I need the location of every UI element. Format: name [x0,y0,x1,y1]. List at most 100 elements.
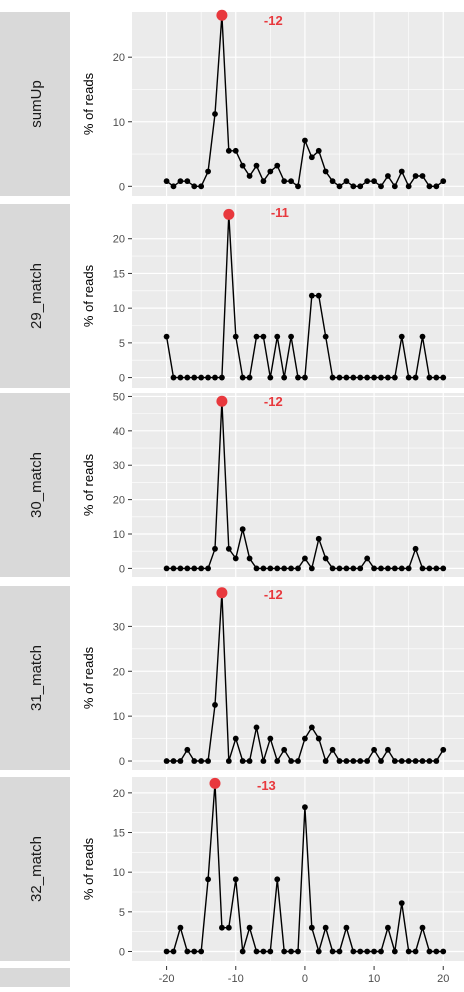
data-point [191,758,198,764]
data-point [350,948,357,955]
peak-marker [223,208,235,220]
data-point [322,555,329,562]
data-point [371,374,377,381]
data-point [163,333,170,340]
data-point [225,758,232,764]
data-point [343,374,350,381]
y-tick-label: 20 [113,666,125,678]
data-point [343,178,350,185]
data-point [267,948,274,955]
data-point [198,948,205,955]
data-point [315,735,322,742]
y-tick-label: 30 [113,460,125,472]
data-point [191,374,198,381]
data-point [281,565,288,572]
data-point [329,948,336,955]
y-tick-label: 0 [119,946,125,958]
data-point [302,735,308,742]
data-point [426,183,433,190]
data-point [225,924,232,931]
data-point [426,758,433,764]
y-tick-label: 10 [113,867,125,879]
facet-panel: 30_match % of reads 0 10 20 30 40 50 -12 [0,391,464,577]
data-point [232,876,239,883]
data-point [343,924,350,931]
data-point [239,162,246,169]
data-point [232,147,239,154]
y-tick-label: 30 [113,621,125,633]
data-point [239,374,246,381]
data-point [274,565,281,572]
data-point [274,333,281,340]
data-point [267,168,274,175]
data-point [260,178,267,185]
data-point [322,924,329,931]
data-point [440,948,447,955]
data-point [385,746,391,753]
y-tick-label: 10 [113,303,125,315]
facet-panel: 32_match % of reads 0 5 10 15 20 -13 [0,777,464,961]
data-point [253,948,260,955]
data-point [170,374,177,381]
facet-strip-label: 32_match [28,836,45,902]
data-point [308,724,315,731]
data-point [163,565,170,572]
y-axis-label: % of reads [81,837,96,900]
data-point [163,758,170,764]
y-tick-label: 50 [113,391,125,403]
data-point [232,555,239,562]
x-tick-label: 0 [302,973,308,985]
data-point [364,374,371,381]
y-tick-label: 0 [119,563,125,575]
data-point [274,162,281,169]
data-point [412,545,419,552]
data-point [371,178,377,185]
data-point [177,565,184,572]
data-point [419,333,426,340]
data-point [357,374,364,381]
data-point [336,948,343,955]
data-point [385,374,391,381]
data-point [364,758,371,764]
y-tick-label: 20 [113,234,125,246]
y-tick-label: 15 [113,828,125,840]
data-point [350,183,357,190]
data-point [191,183,198,190]
data-point [378,758,384,764]
data-point [308,924,315,931]
data-point [288,758,294,764]
data-point [205,168,211,175]
data-point [225,545,232,552]
data-point [391,183,398,190]
data-point [405,758,412,764]
facet-panel: 31_match % of reads 0 10 20 30 -12 [0,586,464,770]
data-point [419,173,426,179]
y-tick-label: 15 [113,268,125,280]
data-point [205,876,211,883]
data-point [212,545,218,552]
data-point [170,758,177,764]
facet-strip-label: 30_match [28,452,45,518]
data-point [205,374,211,381]
peak-label: -12 [264,13,283,28]
data-point [295,948,301,955]
data-point [281,178,288,185]
data-point [357,758,364,764]
data-point [391,374,398,381]
data-point [163,948,170,955]
data-point [246,758,253,764]
peak-marker [209,777,221,789]
data-point [302,555,308,562]
data-point [336,565,343,572]
data-point [308,292,315,299]
data-point [281,948,288,955]
data-point [295,183,301,190]
data-point [308,154,315,161]
data-point [253,162,260,169]
data-point [253,333,260,340]
data-point [232,333,239,340]
data-point [357,565,364,572]
data-point [246,924,253,931]
data-point [385,565,391,572]
